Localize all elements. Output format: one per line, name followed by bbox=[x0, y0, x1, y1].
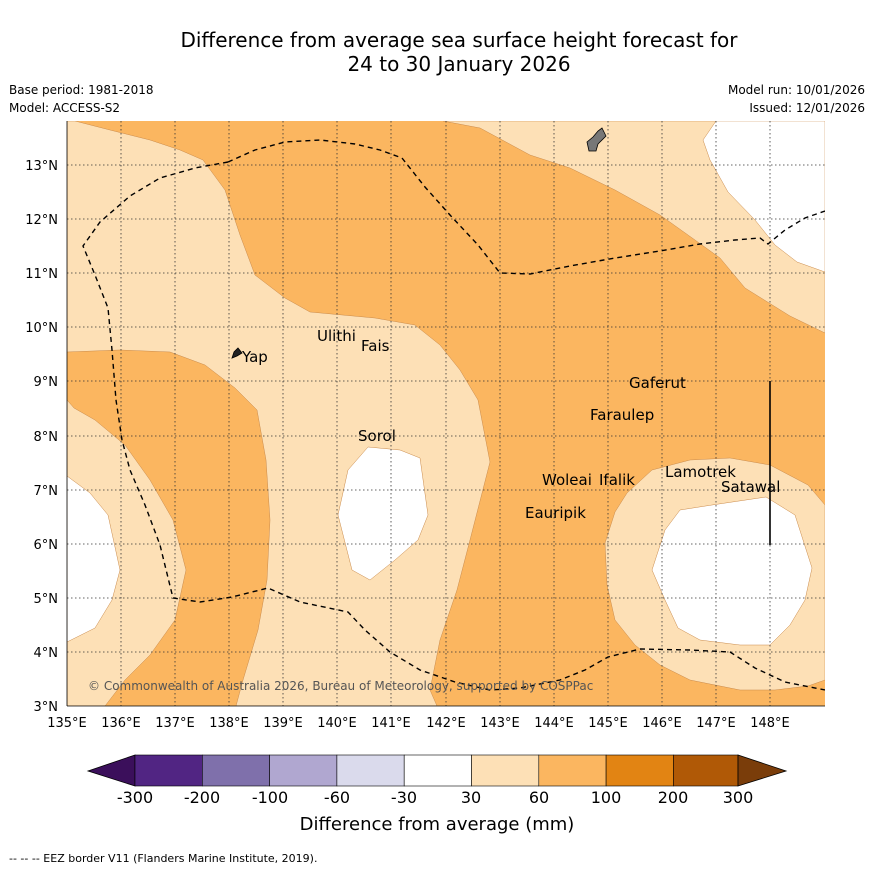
x-tick-138: 138°E bbox=[209, 716, 249, 731]
x-tick-148: 148°E bbox=[750, 716, 790, 731]
anomaly-near-zero-region-east bbox=[651, 496, 813, 646]
x-tick-146: 146°E bbox=[642, 716, 682, 731]
anomaly-near-zero-region-north-east bbox=[702, 121, 825, 273]
yap-island-shape bbox=[231, 347, 243, 359]
place-ulithi: Ulithi bbox=[317, 327, 356, 345]
guam-island-shape bbox=[586, 127, 607, 152]
cb-tick-100: 100 bbox=[591, 788, 622, 807]
colorbar-swatch-7 bbox=[538, 754, 607, 787]
x-tick-145: 145°E bbox=[588, 716, 628, 731]
colorbar: -300 -200 -100 -60 -30 30 60 100 200 300… bbox=[86, 754, 788, 835]
colorbar-swatch-4 bbox=[336, 754, 405, 787]
x-tick-136: 136°E bbox=[101, 716, 141, 731]
y-tick-13: 13°N bbox=[25, 159, 58, 174]
colorbar-extend-high bbox=[737, 754, 788, 787]
place-ifalik: Ifalik bbox=[599, 471, 635, 489]
eez-source-note: -- -- -- EEZ border V11 (Flanders Marine… bbox=[9, 852, 318, 865]
place-lamotrek: Lamotrek bbox=[665, 463, 736, 481]
x-tick-140: 140°E bbox=[317, 716, 357, 731]
cb-tick-m100: -100 bbox=[252, 788, 288, 807]
copyright-text: © Commonwealth of Australia 2026, Bureau… bbox=[88, 679, 593, 693]
cb-tick-200: 200 bbox=[658, 788, 689, 807]
issued-date: Issued: 12/01/2026 bbox=[749, 101, 865, 115]
x-tick-139: 139°E bbox=[263, 716, 303, 731]
y-axis-ticks: 3°N 4°N 5°N 6°N 7°N 8°N 9°N 10°N 11°N 12… bbox=[25, 159, 58, 715]
place-yap: Yap bbox=[241, 348, 268, 366]
title-line-1: Difference from average sea surface heig… bbox=[180, 28, 738, 52]
cb-tick-30: 30 bbox=[461, 788, 481, 807]
model-run: Model run: 10/01/2026 bbox=[727, 83, 865, 97]
place-woleai: Woleai bbox=[542, 471, 592, 489]
model-name: Model: ACCESS-S2 bbox=[9, 101, 121, 115]
cb-tick-m30: -30 bbox=[391, 788, 417, 807]
anomaly-30-60-region-south-left bbox=[67, 399, 187, 706]
map-title: Difference from average sea surface heig… bbox=[0, 28, 873, 76]
x-tick-142: 142°E bbox=[426, 716, 466, 731]
x-tick-135: 135°E bbox=[47, 716, 87, 731]
x-tick-147: 147°E bbox=[696, 716, 736, 731]
place-satawal: Satawal bbox=[721, 478, 780, 496]
x-tick-141: 141°E bbox=[371, 716, 411, 731]
y-tick-3: 3°N bbox=[34, 700, 59, 715]
place-fais: Fais bbox=[361, 337, 390, 355]
map-panel: Yap Ulithi Fais Sorol Gaferut Faraulep L… bbox=[67, 121, 825, 706]
colorbar-swatch-2 bbox=[202, 754, 270, 787]
colorbar-swatch-9 bbox=[673, 754, 739, 787]
colorbar-swatch-3 bbox=[269, 754, 338, 787]
y-tick-5: 5°N bbox=[34, 592, 59, 607]
colorbar-swatch-1 bbox=[134, 754, 203, 787]
colorbar-extend-low bbox=[86, 754, 136, 787]
cb-tick-60: 60 bbox=[529, 788, 549, 807]
colorbar-title: Difference from average (mm) bbox=[300, 814, 575, 835]
place-eauripik: Eauripik bbox=[525, 504, 586, 522]
y-tick-6: 6°N bbox=[34, 538, 59, 553]
meta-right: Model run: 10/01/2026 Issued: 12/01/2026 bbox=[728, 81, 865, 117]
y-tick-8: 8°N bbox=[34, 430, 59, 445]
x-tick-143: 143°E bbox=[480, 716, 520, 731]
title-line-2: 24 to 30 January 2026 bbox=[347, 52, 571, 76]
base-period: Base period: 1981-2018 bbox=[9, 83, 154, 97]
axis-frame bbox=[66, 121, 825, 707]
anomaly-near-zero-region-west bbox=[67, 475, 121, 643]
y-tick-11: 11°N bbox=[25, 267, 58, 282]
place-labels: Yap Ulithi Fais Sorol Gaferut Faraulep L… bbox=[241, 327, 780, 522]
x-tick-137: 137°E bbox=[155, 716, 195, 731]
colorbar-swatch-5 bbox=[403, 754, 472, 787]
cb-tick-300: 300 bbox=[723, 788, 754, 807]
eez-border-line bbox=[227, 139, 825, 275]
place-sorol: Sorol bbox=[358, 427, 396, 445]
x-tick-144: 144°E bbox=[534, 716, 574, 731]
colorbar-swatch-8 bbox=[605, 754, 674, 787]
place-gaferut: Gaferut bbox=[629, 374, 686, 392]
cb-tick-m200: -200 bbox=[184, 788, 220, 807]
colorbar-swatch-6 bbox=[471, 754, 540, 787]
y-tick-12: 12°N bbox=[25, 213, 58, 228]
y-tick-10: 10°N bbox=[25, 321, 58, 336]
x-axis-ticks: 135°E 136°E 137°E 138°E 139°E 140°E 141°… bbox=[47, 716, 790, 731]
anomaly-near-zero-region-central bbox=[337, 446, 429, 581]
cb-tick-m300: -300 bbox=[117, 788, 153, 807]
place-faraulep: Faraulep bbox=[590, 406, 654, 424]
cb-tick-m60: -60 bbox=[324, 788, 350, 807]
y-tick-4: 4°N bbox=[34, 646, 59, 661]
y-tick-7: 7°N bbox=[34, 484, 59, 499]
meta-left: Base period: 1981-2018 Model: ACCESS-S2 bbox=[9, 81, 154, 117]
y-tick-9: 9°N bbox=[34, 375, 59, 390]
